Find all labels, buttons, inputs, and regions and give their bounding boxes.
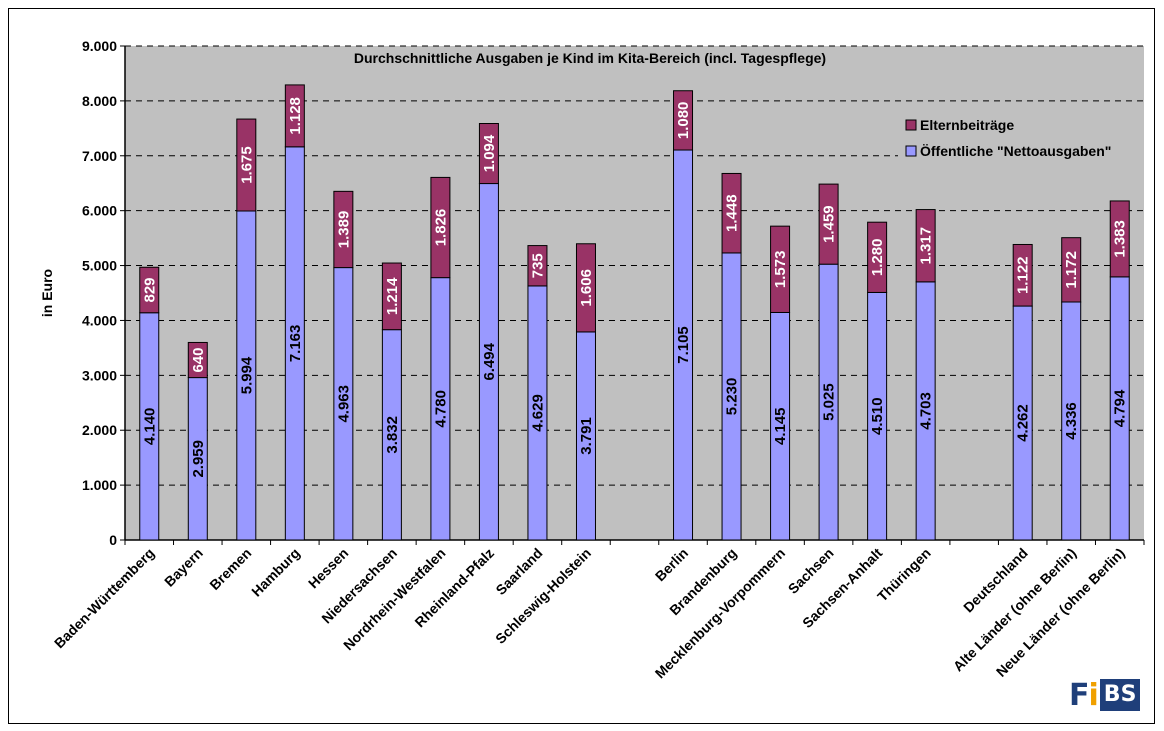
legend-label-nettoausgaben: Öffentliche "Nettoausgaben" bbox=[920, 143, 1111, 159]
value-label-elternbeitraege: 1.080 bbox=[675, 102, 692, 140]
x-category-label: Baden-Württemberg bbox=[51, 545, 157, 651]
value-label-elternbeitraege: 1.448 bbox=[724, 194, 741, 232]
bar-elternbeitraege[interactable] bbox=[818, 183, 839, 265]
value-label-nettoausgaben: 4.963 bbox=[335, 385, 352, 423]
legend-swatch-nettoausgaben bbox=[905, 145, 917, 157]
value-label-elternbeitraege: 1.214 bbox=[384, 277, 401, 315]
value-label-nettoausgaben: 4.336 bbox=[1063, 402, 1080, 440]
value-label-nettoausgaben: 4.794 bbox=[1112, 389, 1129, 427]
value-label-nettoausgaben: 4.703 bbox=[918, 392, 935, 430]
x-category-label: Bremen bbox=[206, 545, 254, 593]
bar-elternbeitraege[interactable] bbox=[770, 225, 791, 313]
value-label-elternbeitraege: 1.122 bbox=[1015, 256, 1032, 294]
legend-label-elternbeitraege: Elternbeiträge bbox=[920, 117, 1014, 133]
y-tick-label: 4.000 bbox=[82, 312, 117, 328]
fibs-logo: Fi BS bbox=[1069, 677, 1143, 713]
value-label-elternbeitraege: 1.172 bbox=[1063, 251, 1080, 289]
y-axis-label: in Euro bbox=[39, 269, 55, 317]
bar-elternbeitraege[interactable] bbox=[721, 172, 742, 254]
logo-i: i bbox=[1088, 677, 1099, 713]
x-category-label: Schleswig-Holstein bbox=[492, 545, 594, 647]
value-label-elternbeitraege: 1.826 bbox=[432, 209, 449, 247]
bar-elternbeitraege[interactable] bbox=[1061, 237, 1082, 303]
value-label-nettoausgaben: 3.791 bbox=[578, 417, 595, 455]
value-label-nettoausgaben: 4.145 bbox=[772, 407, 789, 445]
value-label-elternbeitraege: 1.606 bbox=[578, 269, 595, 307]
value-label-nettoausgaben: 5.230 bbox=[724, 378, 741, 416]
value-label-nettoausgaben: 2.959 bbox=[190, 440, 207, 478]
value-label-elternbeitraege: 735 bbox=[529, 253, 546, 278]
bar-elternbeitraege[interactable] bbox=[867, 221, 888, 293]
x-category-label: Berlin bbox=[652, 545, 691, 584]
x-category-label: Bayern bbox=[161, 545, 206, 590]
y-tick-label: 6.000 bbox=[82, 203, 117, 219]
value-label-nettoausgaben: 4.140 bbox=[141, 408, 158, 446]
value-label-nettoausgaben: 7.163 bbox=[287, 325, 304, 363]
bar-elternbeitraege[interactable] bbox=[187, 341, 208, 379]
x-category-label: Hessen bbox=[305, 545, 352, 592]
value-label-elternbeitraege: 829 bbox=[141, 277, 158, 302]
bar-elternbeitraege[interactable] bbox=[478, 123, 499, 185]
value-label-elternbeitraege: 1.317 bbox=[918, 227, 935, 265]
y-tick-label: 3.000 bbox=[82, 367, 117, 383]
y-tick-label: 8.000 bbox=[82, 93, 117, 109]
value-label-elternbeitraege: 1.389 bbox=[335, 211, 352, 249]
bar-elternbeitraege[interactable] bbox=[333, 190, 354, 269]
value-label-nettoausgaben: 5.994 bbox=[238, 356, 255, 394]
value-label-elternbeitraege: 640 bbox=[190, 348, 207, 373]
bar-elternbeitraege[interactable] bbox=[575, 243, 596, 333]
value-label-nettoausgaben: 7.105 bbox=[675, 326, 692, 364]
logo-bs: BS bbox=[1099, 679, 1141, 711]
bar-elternbeitraege[interactable] bbox=[915, 209, 936, 283]
y-tick-label: 2.000 bbox=[82, 422, 117, 438]
chart-title: Durchschnittliche Ausgaben je Kind im Ki… bbox=[354, 50, 826, 66]
bar-elternbeitraege[interactable] bbox=[381, 262, 402, 331]
legend-swatch-elternbeitraege bbox=[905, 119, 917, 131]
bar-elternbeitraege[interactable] bbox=[673, 90, 694, 151]
logo-fi: Fi bbox=[1069, 677, 1099, 713]
value-label-nettoausgaben: 4.510 bbox=[869, 397, 886, 435]
value-label-elternbeitraege: 1.675 bbox=[238, 146, 255, 184]
y-tick-label: 9.000 bbox=[82, 38, 117, 54]
y-tick-label: 5.000 bbox=[82, 258, 117, 274]
value-label-elternbeitraege: 1.094 bbox=[481, 134, 498, 172]
bar-elternbeitraege[interactable] bbox=[1012, 243, 1033, 307]
value-label-elternbeitraege: 1.383 bbox=[1112, 220, 1129, 258]
bar-elternbeitraege[interactable] bbox=[236, 118, 257, 212]
bar-elternbeitraege[interactable] bbox=[527, 245, 548, 287]
value-label-nettoausgaben: 4.780 bbox=[432, 390, 449, 428]
bar-elternbeitraege[interactable] bbox=[284, 84, 305, 148]
value-label-elternbeitraege: 1.280 bbox=[869, 239, 886, 277]
value-label-elternbeitraege: 1.573 bbox=[772, 251, 789, 289]
bar-elternbeitraege[interactable] bbox=[139, 266, 160, 314]
value-label-nettoausgaben: 4.629 bbox=[529, 394, 546, 432]
value-label-nettoausgaben: 5.025 bbox=[821, 383, 838, 421]
logo-f: F bbox=[1069, 677, 1089, 713]
value-label-nettoausgaben: 3.832 bbox=[384, 416, 401, 454]
value-label-nettoausgaben: 6.494 bbox=[481, 342, 498, 380]
legend-box bbox=[898, 112, 1144, 172]
bar-elternbeitraege[interactable] bbox=[1109, 200, 1130, 278]
value-label-nettoausgaben: 4.262 bbox=[1015, 404, 1032, 442]
y-tick-label: 1.000 bbox=[82, 477, 117, 493]
y-tick-label: 0 bbox=[109, 532, 117, 548]
value-label-elternbeitraege: 1.128 bbox=[287, 97, 304, 135]
y-tick-label: 7.000 bbox=[82, 148, 117, 164]
value-label-elternbeitraege: 1.459 bbox=[821, 205, 838, 243]
bar-elternbeitraege[interactable] bbox=[430, 176, 451, 279]
x-category-label: Thüringen bbox=[874, 545, 934, 605]
x-category-label: Hamburg bbox=[248, 545, 303, 600]
